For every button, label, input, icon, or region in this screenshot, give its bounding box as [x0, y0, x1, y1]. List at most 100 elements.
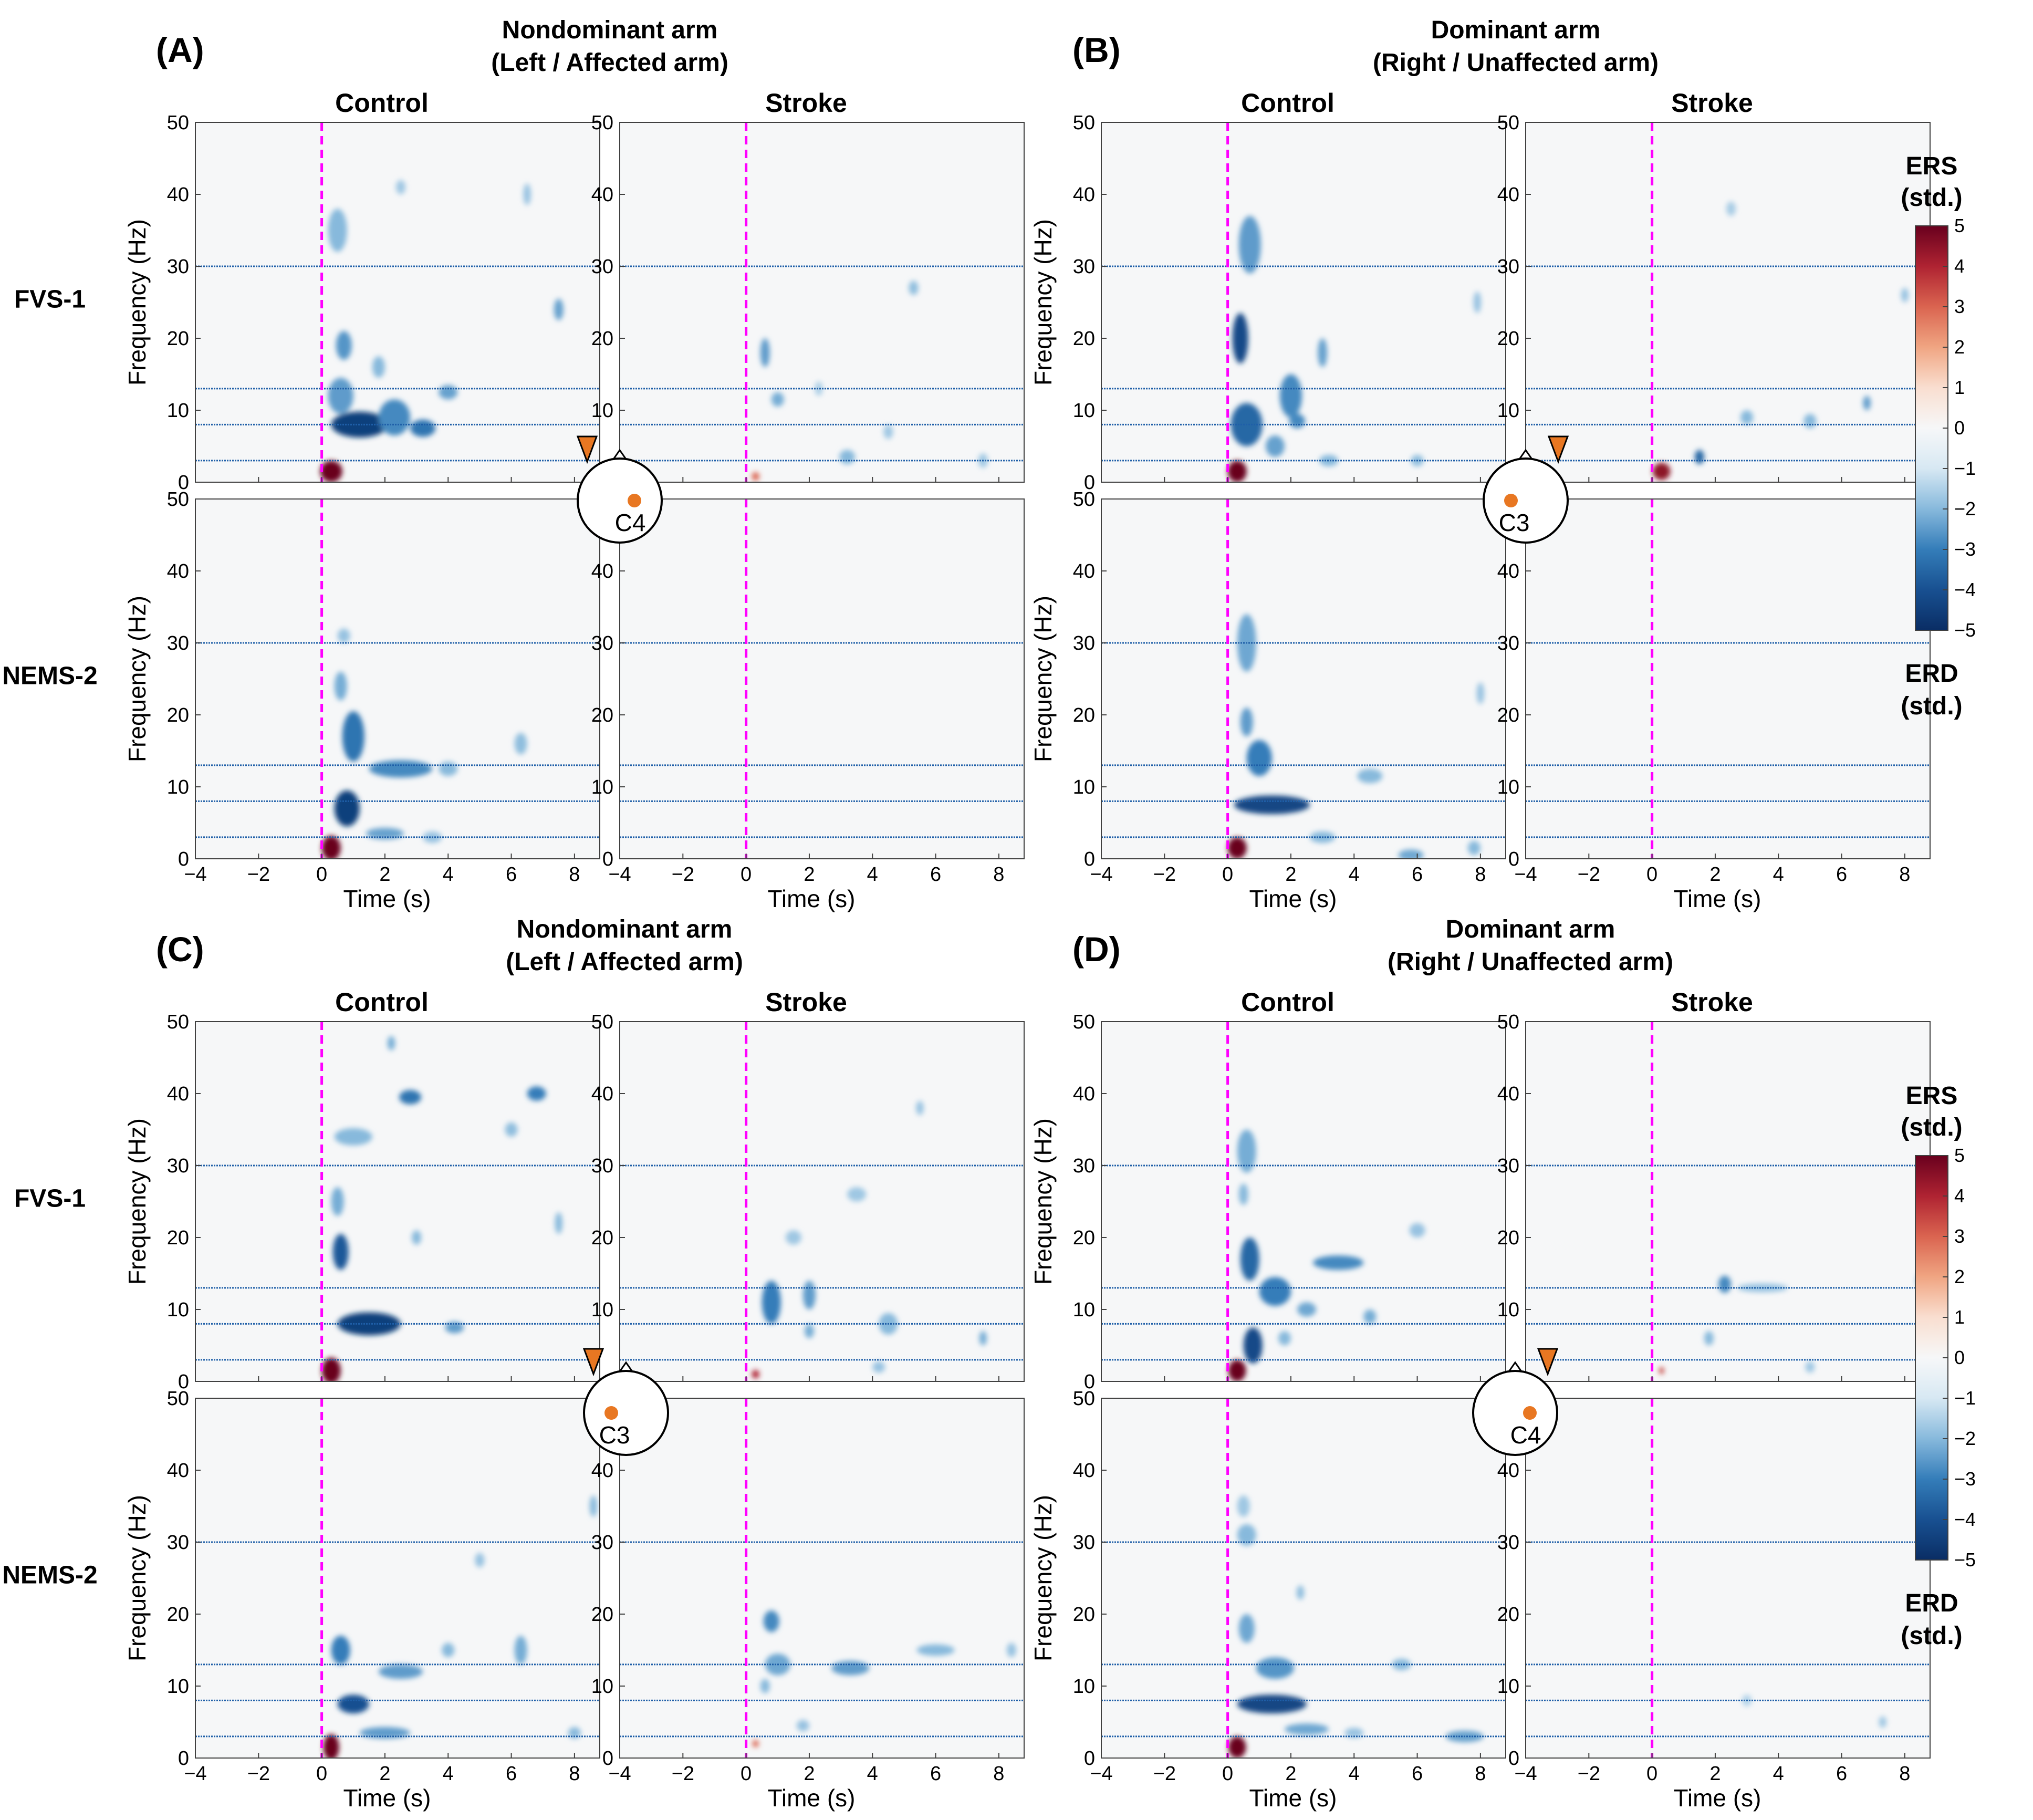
- erd-blob: [804, 1324, 814, 1338]
- ers-blob: [1652, 463, 1671, 480]
- side-marker-triangle: [582, 1348, 604, 1377]
- colorbar-bottom-unit: (std.): [1901, 1622, 1962, 1650]
- y-tick-label: 40: [1073, 560, 1095, 583]
- erd-blob: [1284, 1723, 1329, 1735]
- ers-blob: [321, 836, 341, 859]
- panel-frame: [1101, 122, 1506, 483]
- y-tick-label: 50: [167, 488, 189, 511]
- section-b: (B) Dominant arm (Right / Unaffected arm) C…: [1072, 16, 1753, 118]
- x-tick-label: 8: [569, 1763, 580, 1785]
- heatmap-blobs: [1228, 1129, 1425, 1381]
- x-tick-label: 2: [1285, 864, 1296, 886]
- erd-blob: [1243, 1327, 1263, 1364]
- x-tick-label: 6: [930, 864, 941, 886]
- x-axis-label: Time (s): [343, 1784, 431, 1812]
- x-tick-label: 0: [1222, 864, 1233, 886]
- erd-blob: [1344, 1728, 1364, 1738]
- colorbar-tick-label: 0: [1954, 417, 1965, 439]
- panel-frame: [1101, 498, 1506, 859]
- colorbar-tick-label: −2: [1954, 1428, 1976, 1449]
- column-title-stroke: Stroke: [1671, 987, 1753, 1017]
- erd-blob: [475, 1553, 485, 1567]
- x-tick-label: −2: [247, 1763, 270, 1785]
- x-tick-label: 4: [1349, 1763, 1360, 1785]
- x-tick-label: −4: [184, 864, 206, 886]
- x-axis-label: Time (s): [343, 885, 431, 912]
- erd-blob: [439, 762, 458, 776]
- x-axis-label: Time (s): [1249, 885, 1337, 912]
- column-title-stroke: Stroke: [765, 987, 847, 1017]
- y-tick-label: 10: [1073, 400, 1095, 422]
- panel-letter: (D): [1072, 930, 1121, 969]
- panel-frame: [1101, 1398, 1506, 1759]
- y-tick-label: 10: [167, 1676, 189, 1698]
- colorbar-bottom-unit: (std.): [1901, 692, 1962, 720]
- x-tick-label: −4: [1090, 1763, 1112, 1785]
- erd-blob: [1704, 1331, 1714, 1346]
- erd-blob: [802, 1281, 816, 1310]
- x-tick-label: 6: [1412, 1763, 1423, 1785]
- erd-blob: [331, 1187, 344, 1216]
- colorbar-tick-label: 1: [1954, 377, 1965, 398]
- y-tick-label: 50: [1497, 112, 1519, 134]
- erd-blob: [337, 1694, 369, 1714]
- erd-blob: [1265, 435, 1285, 457]
- ers-blob: [323, 1734, 339, 1758]
- erd-blob: [1803, 413, 1817, 429]
- y-tick-label: 50: [591, 112, 613, 134]
- erd-blob: [514, 1636, 527, 1665]
- y-axis-label: Frequency (Hz): [123, 219, 151, 386]
- erd-blob: [785, 1230, 801, 1245]
- erd-blob: [1879, 1716, 1886, 1728]
- heatmap-background: [1101, 1398, 1506, 1758]
- x-tick-label: −2: [1153, 1763, 1176, 1785]
- head-outline: [1472, 1370, 1558, 1456]
- y-tick-label: 30: [1497, 632, 1519, 654]
- erd-blob: [760, 1679, 770, 1693]
- y-tick-label: 40: [591, 1460, 613, 1482]
- panel-frame: [195, 1021, 600, 1382]
- erd-blob: [1237, 1129, 1256, 1173]
- y-tick-label: 10: [591, 400, 613, 422]
- panel-frame: [619, 1398, 1025, 1759]
- x-axis-label: Time (s): [1674, 1784, 1761, 1812]
- y-tick-label: 40: [591, 560, 613, 583]
- colorbar-bar: [1915, 1155, 1948, 1561]
- heatmap-blobs: [323, 1495, 598, 1758]
- x-tick-label: 2: [1709, 864, 1721, 886]
- erd-blob: [1318, 338, 1328, 367]
- section-title-line1: Dominant arm: [1431, 16, 1601, 44]
- erd-blob: [771, 392, 784, 407]
- column-title-control: Control: [335, 88, 429, 118]
- column-title-stroke: Stroke: [765, 88, 847, 118]
- y-tick-label: 40: [167, 184, 189, 206]
- y-tick-label: 30: [1073, 632, 1095, 654]
- column-title-control: Control: [1241, 987, 1335, 1017]
- y-tick-label: 50: [1073, 1011, 1095, 1033]
- y-tick-label: 20: [1497, 328, 1519, 350]
- x-tick-label: 4: [443, 1763, 454, 1785]
- y-axis-label: Frequency (Hz): [1029, 219, 1057, 386]
- electrode-dot: [1523, 1406, 1537, 1420]
- panel-C-nems-2-control: −4 −2 0 2 4 6 8 Time (s) 0 10 20 30 40 50 Frequency (H…: [123, 1388, 600, 1812]
- erd-blob: [378, 1664, 423, 1679]
- heatmap-background: [1101, 122, 1506, 482]
- heatmap-blobs: [1652, 201, 1909, 480]
- panel-D-fvs-1-control: 0 10 20 30 40 50 Frequency (Hz): [1029, 1011, 1506, 1393]
- colorbar-tick-label: 5: [1954, 1145, 1965, 1166]
- y-tick-label: 10: [1497, 1299, 1519, 1321]
- ers-blob: [1659, 1367, 1664, 1375]
- colorbar-tick-label: 3: [1954, 1225, 1965, 1247]
- y-tick-label: 10: [1073, 1676, 1095, 1698]
- x-tick-label: 8: [1899, 1763, 1910, 1785]
- erd-blob: [763, 1610, 779, 1632]
- erd-blob: [1297, 1302, 1317, 1317]
- erd-blob: [399, 1090, 422, 1105]
- erd-blob: [1901, 288, 1909, 303]
- erd-blob: [796, 1720, 809, 1732]
- x-tick-label: 0: [316, 864, 327, 886]
- section-title-line1: Nondominant arm: [517, 916, 733, 943]
- colorbar-tick-label: −1: [1954, 1387, 1976, 1409]
- heatmap-background: [1526, 1398, 1930, 1758]
